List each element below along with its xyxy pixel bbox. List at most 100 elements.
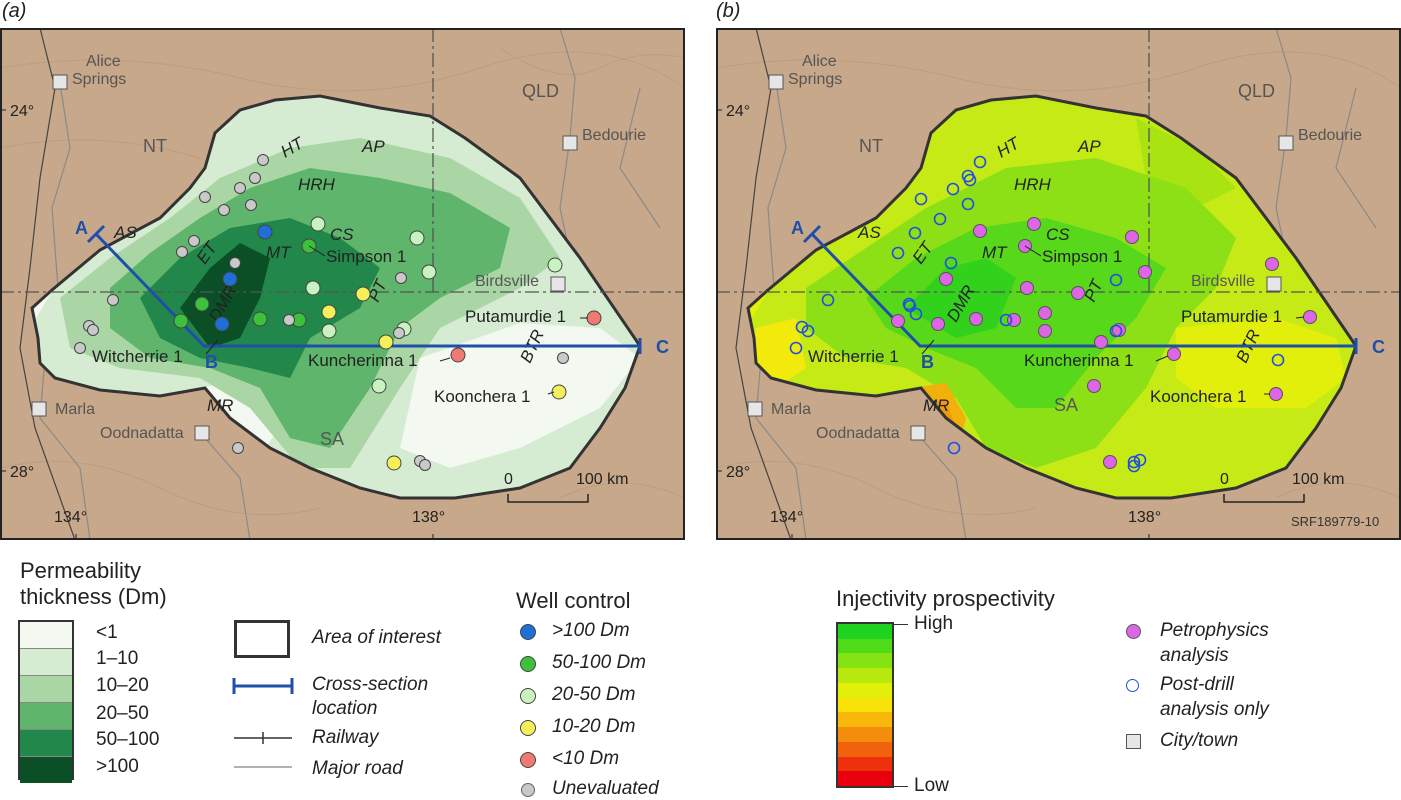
- scale-label-100: 100 km: [1292, 471, 1344, 488]
- inj-swatch-9: [838, 741, 892, 757]
- feature-hrh: HRH: [1014, 175, 1052, 194]
- cross-section-swatch: [232, 678, 294, 694]
- perm-class-1: <1: [96, 622, 118, 643]
- well-class-50-100: 50-100 Dm: [552, 652, 646, 673]
- railway: [735, 28, 792, 540]
- town-label-alice-2: Springs: [72, 71, 126, 88]
- legend-railway-label: Railway: [312, 727, 379, 748]
- map-panel-a: 24° 28° 134° 138° NT QLD SA Alice Spring…: [0, 28, 685, 540]
- injectivity-low-tick: [894, 786, 908, 787]
- map-frame-a: [0, 28, 685, 540]
- feature-cs: CS: [1046, 225, 1070, 244]
- scale-label-0: 0: [1220, 471, 1229, 488]
- legend-petro-2: analysis: [1160, 645, 1229, 666]
- inj-swatch-2: [838, 638, 892, 654]
- lon-label-134: 134°: [54, 509, 87, 526]
- town-markers: [31, 74, 578, 441]
- perm-class-4: 20–50: [96, 703, 149, 724]
- inj-swatch-4: [838, 668, 892, 683]
- injectivity-low-label: Low: [914, 775, 949, 796]
- state-label-qld: QLD: [522, 81, 559, 101]
- inj-swatch-7: [838, 712, 892, 728]
- well-leaders: [921, 245, 1305, 395]
- injectivity-high-tick: [894, 624, 908, 625]
- railway-swatch: [234, 732, 292, 744]
- lon-label-138: 138°: [412, 509, 445, 526]
- well-label-witcherrie: Witcherrie 1: [92, 347, 183, 366]
- lon-label-138: 138°: [1128, 509, 1161, 526]
- town-label-bedourie: Bedourie: [582, 127, 646, 144]
- legend-xs-label-2: location: [312, 698, 378, 719]
- inj-swatch-8: [838, 727, 892, 742]
- well-swatch-lt10: [520, 752, 536, 768]
- well-swatch-10-20: [520, 720, 536, 736]
- map-panel-b: 24° 28° 134° 138° NT QLD SA Alice Spring…: [716, 28, 1401, 540]
- petrophysics-swatch: [1126, 624, 1141, 639]
- xs-label-b: B: [921, 352, 934, 372]
- lat-label-24: 24°: [10, 103, 34, 120]
- feature-as: AS: [113, 223, 137, 242]
- well-class-20-50: 20-50 Dm: [552, 684, 636, 705]
- well-swatch-20-50: [520, 688, 536, 704]
- feature-cs: CS: [330, 225, 354, 244]
- perm-swatch-6: [20, 757, 72, 783]
- feature-mt: MT: [982, 243, 1008, 262]
- state-label-nt: NT: [859, 136, 883, 156]
- town-label-alice-1: Alice: [802, 53, 837, 70]
- feature-ap: AP: [1077, 137, 1101, 156]
- feature-mr: MR: [207, 396, 233, 415]
- town-label-marla: Marla: [771, 401, 811, 418]
- inj-swatch-1: [838, 624, 892, 639]
- well-points: [74, 154, 602, 471]
- feature-hrh: HRH: [298, 175, 336, 194]
- lon-label-134: 134°: [770, 509, 803, 526]
- scale-bar: [1223, 494, 1305, 503]
- perm-swatch-3: [20, 676, 72, 703]
- terrain-relief: [716, 51, 1401, 516]
- well-label-simpson: Simpson 1: [1042, 247, 1122, 266]
- town-label-birdsville: Birdsville: [1191, 273, 1255, 290]
- well-swatch-50-100: [520, 656, 536, 672]
- city-town-swatch: [1126, 734, 1141, 749]
- petrophysics-wells: [891, 217, 1317, 469]
- xs-label-c: C: [656, 337, 669, 357]
- well-swatch-100: [520, 624, 536, 640]
- town-label-oodnadatta: Oodnadatta: [100, 425, 184, 442]
- figure-code: SRF189779-10: [1291, 514, 1379, 529]
- perm-class-5: 50–100: [96, 729, 160, 750]
- lat-label-24: 24°: [726, 103, 750, 120]
- legend-post-1: Post-drill: [1160, 674, 1234, 695]
- town-markers: [747, 74, 1294, 441]
- injectivity-colorbar: [836, 622, 894, 788]
- feature-ap: AP: [361, 137, 385, 156]
- perm-swatch-2: [20, 649, 72, 676]
- feature-labels: HT AP HRH AS CS ET MT DMR PT BTR MR: [857, 133, 1264, 415]
- well-label-simpson: Simpson 1: [326, 247, 406, 266]
- well-swatch-unevaluated: [521, 783, 535, 797]
- town-label-birdsville: Birdsville: [475, 273, 539, 290]
- perm-colorbar: [18, 620, 74, 783]
- town-label-oodnadatta: Oodnadatta: [816, 425, 900, 442]
- perm-legend-title-1: Permeability: [20, 558, 142, 583]
- terrain-relief: [0, 47, 685, 516]
- well-label-koonchera: Koonchera 1: [434, 387, 530, 406]
- inj-swatch-5: [838, 682, 892, 698]
- feature-mt: MT: [266, 243, 292, 262]
- feature-mr: MR: [923, 396, 949, 415]
- perm-swatch-5: [20, 730, 72, 757]
- well-class-100: >100 Dm: [552, 620, 630, 641]
- perm-class-3: 10–20: [96, 675, 149, 696]
- panel-label-b: (b): [716, 0, 741, 22]
- xs-label-a: A: [75, 218, 88, 238]
- state-borders: [0, 28, 685, 293]
- well-label-koonchera: Koonchera 1: [1150, 387, 1246, 406]
- railway: [19, 28, 76, 540]
- well-class-lt10: <10 Dm: [552, 748, 620, 769]
- well-class-unevaluated: Unevaluated: [552, 778, 659, 799]
- perm-legend-title-2: thickness (Dm): [20, 584, 167, 609]
- xs-label-c: C: [1372, 337, 1385, 357]
- legend-xs-label-1: Cross-section: [312, 674, 429, 695]
- post-drill-swatch: [1126, 679, 1139, 692]
- perm-swatch-4: [20, 703, 72, 730]
- injectivity-legend-title: Injectivity prospectivity: [836, 586, 1055, 611]
